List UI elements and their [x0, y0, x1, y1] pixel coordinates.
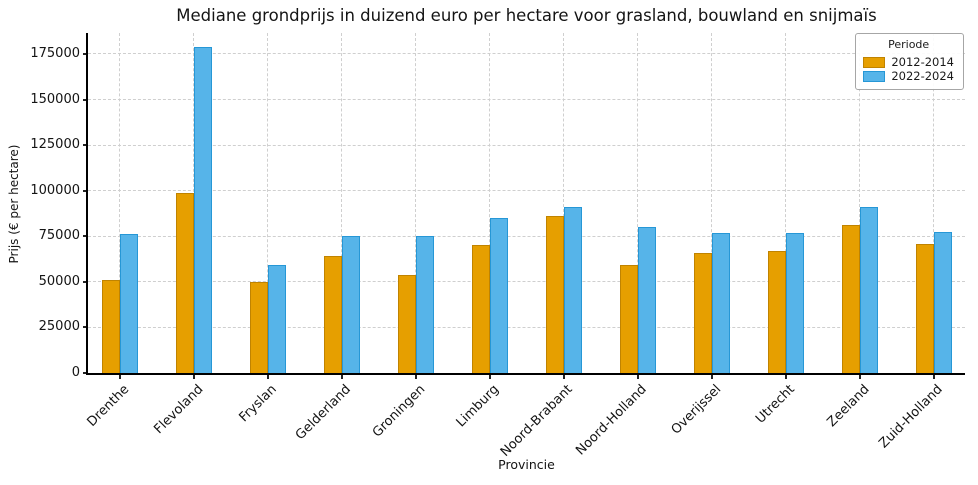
x-tick-mark	[932, 375, 935, 379]
y-gridline	[88, 281, 965, 283]
y-tick-label: 175000	[30, 45, 80, 61]
y-gridline	[88, 235, 965, 237]
x-tick-label: Drenthe	[84, 382, 133, 430]
x-tick-label: Zeeland	[824, 382, 873, 431]
y-tick-mark	[83, 326, 87, 329]
x-tick-mark	[562, 375, 565, 379]
legend-entry: 2012-2014	[863, 55, 954, 69]
legend-swatch-icon	[863, 56, 886, 68]
x-gridline	[859, 33, 860, 373]
x-gridline	[267, 33, 268, 373]
legend-entries: 2012-2014 2022-2024	[863, 55, 954, 83]
y-gridline	[88, 144, 965, 146]
bar-groningen-2022-2024	[415, 236, 434, 373]
x-tick-label: Overijssel	[668, 382, 725, 438]
y-axis-spine	[86, 33, 88, 375]
bar-zuid-holland-2022-2024	[933, 231, 952, 373]
legend-entry-label: 2022-2024	[891, 69, 954, 83]
x-tick-mark	[710, 375, 713, 379]
x-tick-mark	[858, 375, 861, 379]
y-tick-label: 0	[71, 365, 80, 380]
x-tick-mark	[340, 375, 343, 379]
x-tick-mark	[636, 375, 639, 379]
chart-title: Mediane grondprijs in duizend euro per h…	[176, 6, 877, 25]
y-tick-mark	[83, 52, 87, 55]
bar-fryslan-2022-2024	[267, 265, 286, 373]
y-gridline	[88, 190, 965, 192]
y-tick-mark	[83, 98, 87, 101]
bar-utrecht-2012-2014	[767, 250, 786, 373]
legend-title: Periode	[888, 38, 930, 51]
x-tick-label: Groningen	[369, 382, 429, 441]
bar-noord-brabant-2022-2024	[563, 207, 582, 373]
x-gridline	[637, 33, 638, 373]
x-tick-label: Noord-Holland	[573, 382, 651, 459]
bar-noord-holland-2012-2014	[619, 265, 638, 373]
bar-limburg-2022-2024	[489, 218, 508, 373]
x-tick-mark	[266, 375, 269, 379]
x-tick-label: Utrecht	[753, 382, 799, 427]
y-tick-mark	[83, 235, 87, 238]
legend-entry-label: 2012-2014	[891, 55, 954, 69]
bar-flevoland-2022-2024	[193, 46, 212, 373]
bar-zeeland-2012-2014	[841, 225, 860, 373]
y-tick-mark	[83, 189, 87, 192]
bar-fryslan-2012-2014	[249, 281, 268, 373]
bar-noord-brabant-2012-2014	[545, 216, 564, 373]
x-tick-label: Noord-Brabant	[498, 382, 577, 460]
y-tick-label: 25000	[38, 319, 80, 335]
x-tick-mark	[784, 375, 787, 379]
x-gridline	[933, 33, 934, 373]
bar-limburg-2012-2014	[471, 245, 490, 373]
legend-entry: 2022-2024	[863, 69, 954, 83]
y-tick-mark	[83, 280, 87, 283]
x-tick-label: Fryslan	[236, 382, 281, 426]
bar-overijssel-2012-2014	[693, 252, 712, 373]
x-tick-label: Limburg	[453, 382, 503, 431]
legend: Periode 2012-2014 2022-2024	[855, 33, 964, 90]
x-tick-label: Flevoland	[151, 382, 207, 438]
x-tick-mark	[488, 375, 491, 379]
bar-noord-holland-2022-2024	[637, 227, 656, 373]
x-gridline	[711, 33, 712, 373]
bar-gelderland-2022-2024	[341, 236, 360, 373]
y-tick-label: 125000	[30, 137, 80, 153]
y-tick-label: 50000	[38, 273, 80, 289]
legend-swatch-icon	[863, 70, 886, 82]
y-gridline	[88, 99, 965, 101]
x-tick-label: Zuid-Holland	[876, 382, 947, 452]
x-tick-mark	[192, 375, 195, 379]
y-tick-mark	[83, 144, 87, 147]
x-gridline	[341, 33, 342, 373]
x-gridline	[119, 33, 120, 373]
bar-overijssel-2022-2024	[711, 232, 730, 373]
x-gridline	[563, 33, 564, 373]
y-tick-label: 150000	[30, 91, 80, 107]
x-gridline	[489, 33, 490, 373]
bar-utrecht-2022-2024	[785, 232, 804, 373]
y-tick-label: 100000	[30, 182, 80, 198]
x-gridline	[785, 33, 786, 373]
bar-groningen-2012-2014	[397, 274, 416, 373]
y-gridline	[88, 53, 965, 55]
x-tick-mark	[414, 375, 417, 379]
y-tick-mark	[83, 372, 87, 374]
bar-flevoland-2012-2014	[175, 192, 194, 373]
x-axis-label: Provincie	[498, 457, 555, 472]
y-gridline	[88, 326, 965, 328]
x-axis-spine	[86, 373, 965, 375]
bar-gelderland-2012-2014	[323, 256, 342, 373]
bar-drenthe-2022-2024	[119, 234, 138, 373]
y-axis-label: Prijs (€ per hectare)	[7, 144, 21, 264]
y-tick-label: 75000	[38, 228, 80, 244]
x-tick-mark	[118, 375, 121, 379]
bar-drenthe-2012-2014	[101, 280, 120, 373]
bar-zuid-holland-2012-2014	[915, 243, 934, 373]
x-gridline	[415, 33, 416, 373]
bar-zeeland-2022-2024	[859, 207, 878, 373]
x-tick-label: Gelderland	[293, 382, 355, 444]
